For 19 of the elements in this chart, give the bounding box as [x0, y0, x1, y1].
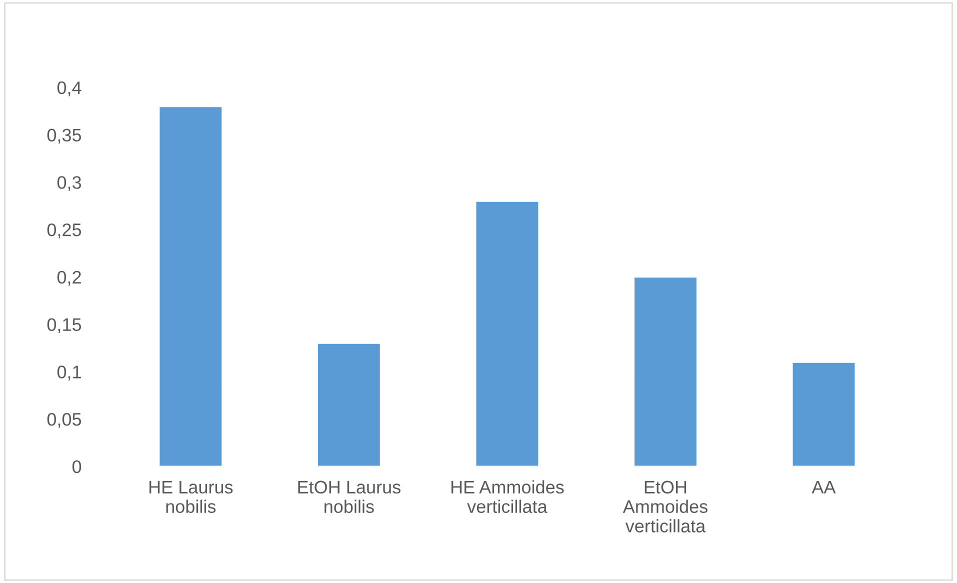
bar	[474, 200, 540, 466]
y-tick-label: 0	[72, 460, 82, 474]
bar	[316, 342, 382, 466]
x-tick-label: EtOH Laurus nobilis	[298, 480, 400, 513]
y-tick-label: 0,1	[57, 366, 81, 381]
y-tick-label: 0,3	[57, 176, 82, 192]
bar	[791, 361, 856, 466]
y-tick-label: 0,2	[57, 270, 81, 286]
x-tick-label: EtOH Ammoides verticillata	[622, 480, 708, 532]
x-tick-label: HE Laurus nobilis	[149, 480, 233, 513]
bar	[158, 106, 224, 466]
x-tick-label: AA	[812, 480, 836, 494]
y-tick-label: 0,05	[47, 412, 82, 428]
y-tick-label: 0,25	[47, 223, 82, 238]
x-tick-label: HE Ammoides verticillata	[451, 480, 564, 513]
bar	[633, 276, 698, 466]
y-tick-label: 0,35	[47, 128, 82, 144]
y-tick-label: 0,4	[57, 81, 82, 96]
y-tick-label: 0,15	[47, 318, 82, 334]
